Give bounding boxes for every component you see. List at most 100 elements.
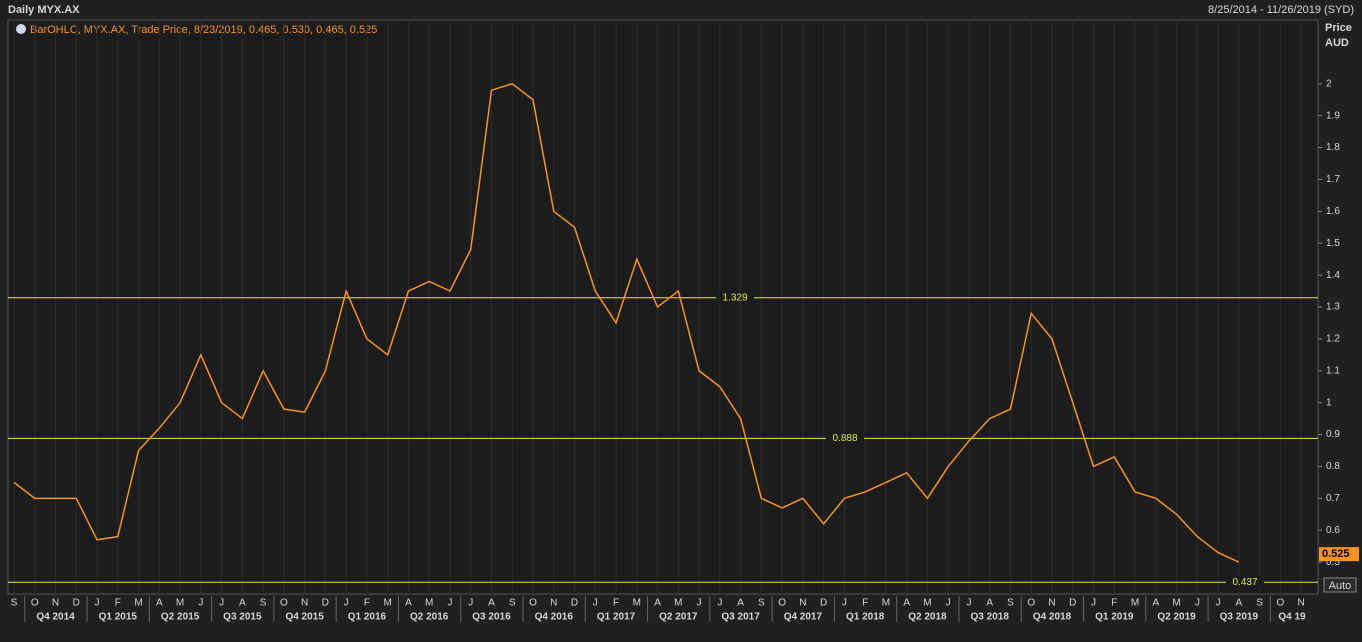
quarter-label: Q3 2019 bbox=[1220, 612, 1259, 623]
y-tick-label: 1.8 bbox=[1326, 142, 1340, 153]
x-tick-label: J bbox=[1195, 598, 1200, 609]
quarter-label: Q4 2015 bbox=[285, 612, 324, 623]
auto-label[interactable]: Auto bbox=[1329, 580, 1352, 592]
y-tick-label: 1.9 bbox=[1326, 110, 1340, 121]
x-tick-label: A bbox=[1152, 598, 1159, 609]
x-tick-label: N bbox=[52, 598, 59, 609]
y-tick-label: 1.3 bbox=[1326, 302, 1340, 313]
date-range: 8/25/2014 - 11/26/2019 (SYD) bbox=[1208, 4, 1354, 16]
x-tick-label: J bbox=[966, 598, 971, 609]
x-tick-label: M bbox=[633, 598, 641, 609]
last-value-label: 0.525 bbox=[1322, 548, 1350, 560]
x-tick-label: D bbox=[571, 598, 578, 609]
x-tick-label: S bbox=[1007, 598, 1014, 609]
x-tick-label: A bbox=[1236, 598, 1243, 609]
quarter-label: Q2 2016 bbox=[410, 612, 449, 623]
quarter-label: Q3 2017 bbox=[721, 612, 760, 623]
x-tick-label: J bbox=[697, 598, 702, 609]
x-tick-label: N bbox=[550, 598, 557, 609]
x-tick-label: N bbox=[301, 598, 308, 609]
quarter-label: Q2 2018 bbox=[908, 612, 947, 623]
x-tick-label: F bbox=[1111, 598, 1117, 609]
price-line bbox=[13, 82, 1240, 563]
x-tick-label: D bbox=[820, 598, 827, 609]
x-tick-label: J bbox=[1216, 598, 1221, 609]
x-tick-label: S bbox=[758, 598, 765, 609]
y-tick-label: 0.7 bbox=[1326, 493, 1340, 504]
reference-label: 1.329 bbox=[722, 292, 747, 303]
x-tick-label: S bbox=[11, 598, 18, 609]
x-tick-label: A bbox=[903, 598, 910, 609]
x-tick-label: A bbox=[405, 598, 412, 609]
y-tick-label: 1 bbox=[1326, 397, 1332, 408]
quarter-label: Q1 2016 bbox=[348, 612, 387, 623]
y-tick-label: 1.1 bbox=[1326, 365, 1340, 376]
reference-label-bg bbox=[716, 291, 754, 304]
x-tick-label: N bbox=[1298, 598, 1305, 609]
auto-button[interactable] bbox=[1323, 577, 1357, 593]
x-tick-label: A bbox=[239, 598, 246, 609]
quarter-label: Q2 2019 bbox=[1157, 612, 1196, 623]
x-tick-label: J bbox=[1091, 598, 1096, 609]
x-tick-label: J bbox=[842, 598, 847, 609]
y-tick-label: 1.2 bbox=[1326, 334, 1340, 345]
legend: BarOHLC, MYX.AX, Trade Price, 8/23/2019,… bbox=[30, 24, 377, 36]
x-tick-label: M bbox=[882, 598, 890, 609]
x-tick-label: S bbox=[509, 598, 516, 609]
x-tick-label: J bbox=[468, 598, 473, 609]
x-tick-label: F bbox=[115, 598, 121, 609]
x-tick-label: N bbox=[1048, 598, 1055, 609]
quarter-label: Q4 19 bbox=[1278, 612, 1306, 623]
last-value-box bbox=[1319, 547, 1359, 562]
x-tick-label: D bbox=[1069, 598, 1076, 609]
x-tick-label: M bbox=[1172, 598, 1180, 609]
quarter-label: Q3 2015 bbox=[223, 612, 262, 623]
quarter-label: Q4 2017 bbox=[784, 612, 823, 623]
quarter-label: Q1 2015 bbox=[99, 612, 138, 623]
quarter-label: Q1 2017 bbox=[597, 612, 636, 623]
quarter-label: Q4 2016 bbox=[535, 612, 574, 623]
y-tick-label: 0.5 bbox=[1326, 557, 1340, 568]
quarter-label: Q1 2018 bbox=[846, 612, 885, 623]
x-tick-label: F bbox=[862, 598, 868, 609]
reference-label-bg bbox=[1226, 576, 1264, 589]
quarter-label: Q1 2019 bbox=[1095, 612, 1134, 623]
x-tick-label: N bbox=[799, 598, 806, 609]
x-tick-label: O bbox=[1276, 598, 1284, 609]
x-tick-label: F bbox=[613, 598, 619, 609]
y-tick-label: 1.5 bbox=[1326, 238, 1340, 249]
y-tick-label: 2 bbox=[1326, 78, 1332, 89]
quarter-label: Q4 2014 bbox=[36, 612, 75, 623]
x-tick-label: M bbox=[1131, 598, 1139, 609]
quarter-label: Q3 2018 bbox=[971, 612, 1010, 623]
x-tick-label: J bbox=[717, 598, 722, 609]
x-tick-label: M bbox=[674, 598, 682, 609]
x-tick-label: O bbox=[280, 598, 288, 609]
reference-label: 0.888 bbox=[832, 433, 857, 444]
x-tick-label: O bbox=[31, 598, 39, 609]
x-tick-label: M bbox=[176, 598, 184, 609]
y-tick-label: 0.8 bbox=[1326, 461, 1340, 472]
x-tick-label: S bbox=[260, 598, 267, 609]
x-tick-label: J bbox=[219, 598, 224, 609]
x-tick-label: O bbox=[778, 598, 786, 609]
x-tick-label: A bbox=[156, 598, 163, 609]
x-tick-label: O bbox=[529, 598, 537, 609]
y-tick-label: 0.6 bbox=[1326, 525, 1340, 536]
y-tick-label: 0.9 bbox=[1326, 429, 1340, 440]
legend-icon bbox=[16, 24, 26, 34]
reference-label-bg bbox=[826, 432, 864, 445]
x-tick-label: D bbox=[73, 598, 80, 609]
x-tick-label: O bbox=[1027, 598, 1035, 609]
x-tick-label: M bbox=[384, 598, 392, 609]
x-tick-label: A bbox=[654, 598, 661, 609]
y-tick-label: 1.4 bbox=[1326, 270, 1340, 281]
quarter-label: Q2 2017 bbox=[659, 612, 698, 623]
x-tick-label: A bbox=[737, 598, 744, 609]
quarter-label: Q2 2015 bbox=[161, 612, 200, 623]
x-tick-label: A bbox=[986, 598, 993, 609]
y-label: Price bbox=[1325, 22, 1352, 34]
plot-area bbox=[7, 19, 1319, 595]
x-tick-label: M bbox=[923, 598, 931, 609]
